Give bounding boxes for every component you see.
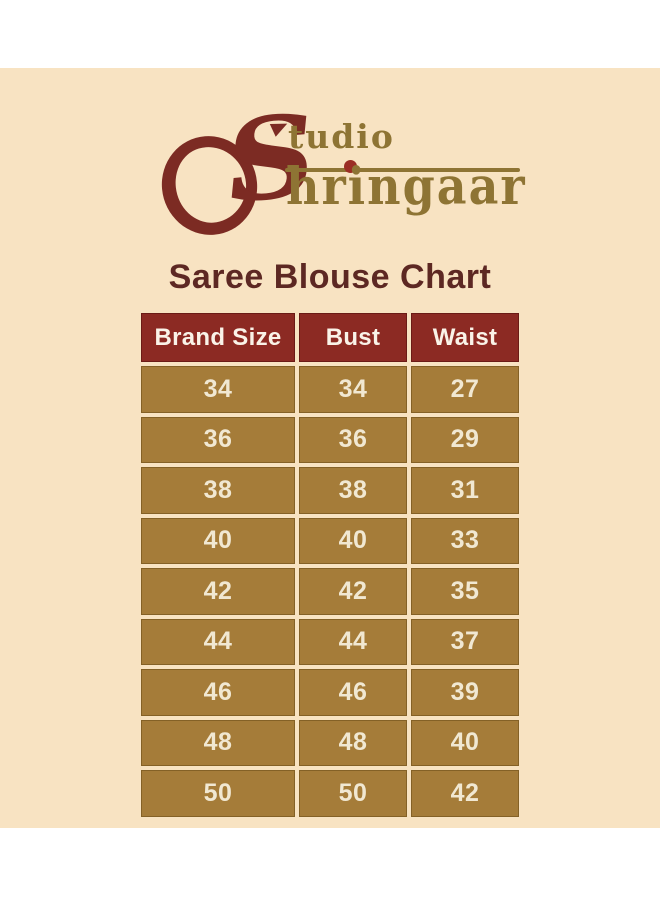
size-cell-r1-c2: 34 [299, 366, 407, 413]
column-header-brand-size: Brand Size [141, 313, 295, 362]
size-cell-r2-c1: 36 [141, 416, 295, 463]
size-cell-r8-c2: 48 [299, 719, 407, 766]
size-cell-r8-c3: 40 [411, 719, 519, 766]
size-cell-r1-c1: 34 [141, 366, 295, 413]
size-cell-r6-c3: 37 [411, 618, 519, 665]
column-header-bust: Bust [299, 313, 407, 362]
size-cell-r9-c3: 42 [411, 770, 519, 817]
size-cell-r3-c1: 38 [141, 467, 295, 514]
size-table: Brand Size Bust Waist 34 34 27 36 36 29 38 38 31 40 4… [141, 313, 519, 817]
logo-headline-bar [285, 168, 520, 172]
size-cell-r3-c2: 38 [299, 467, 407, 514]
size-cell-r5-c3: 35 [411, 568, 519, 615]
size-cell-r4-c3: 33 [411, 517, 519, 564]
logo-studio-text: tudio [288, 117, 395, 156]
size-cell-r7-c2: 46 [299, 669, 407, 716]
brand-logo: S tudio hringaar [0, 0, 660, 250]
size-cell-r3-c3: 31 [411, 467, 519, 514]
logo-shringaar-text: hringaar [286, 155, 527, 217]
size-cell-r2-c3: 29 [411, 416, 519, 463]
size-cell-r4-c2: 40 [299, 517, 407, 564]
size-cell-r5-c2: 42 [299, 568, 407, 615]
size-cell-r1-c3: 27 [411, 366, 519, 413]
size-cell-r8-c1: 48 [141, 719, 295, 766]
size-cell-r5-c1: 42 [141, 568, 295, 615]
size-cell-r6-c2: 44 [299, 618, 407, 665]
size-cell-r7-c1: 46 [141, 669, 295, 716]
logo-i-dot [344, 160, 357, 173]
size-cell-r4-c1: 40 [141, 517, 295, 564]
size-cell-r7-c3: 39 [411, 669, 519, 716]
chart-title: Saree Blouse Chart [168, 258, 492, 296]
size-cell-r2-c2: 36 [299, 416, 407, 463]
size-cell-r6-c1: 44 [141, 618, 295, 665]
size-cell-r9-c1: 50 [141, 770, 295, 817]
size-cell-r9-c2: 50 [299, 770, 407, 817]
column-header-waist: Waist [411, 313, 519, 362]
